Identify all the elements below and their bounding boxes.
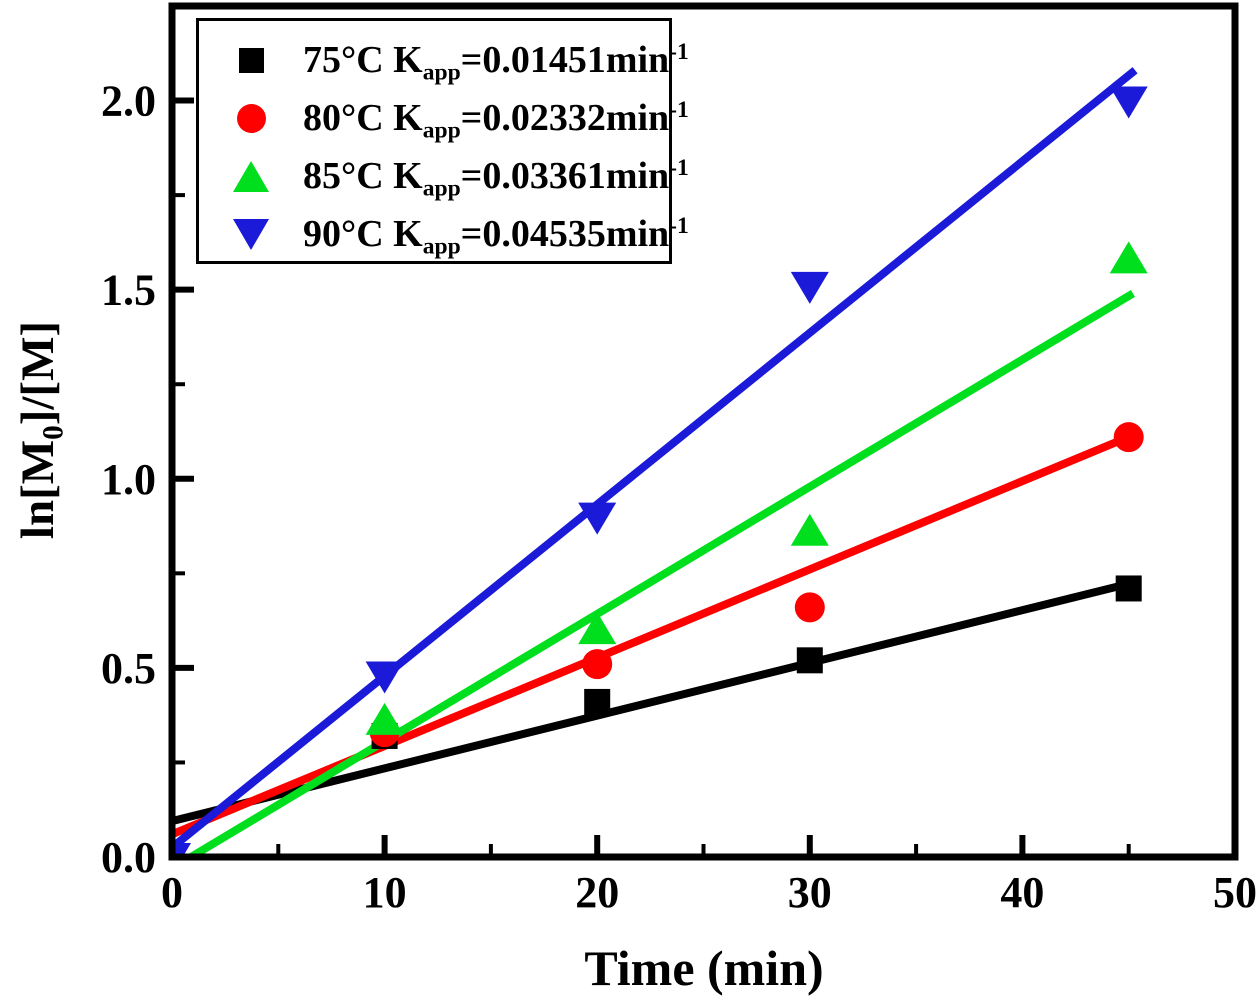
x-tick-label: 50	[1213, 868, 1257, 917]
fit-line-75C	[172, 578, 1134, 825]
legend-label-75C: 75°C Kapp=0.01451min-1	[303, 38, 689, 84]
legend-marker-cell	[199, 218, 303, 250]
fit-line-85C	[183, 290, 1136, 857]
fit-line-80C	[172, 429, 1139, 839]
legend-label-90C: 90°C Kapp=0.04535min-1	[303, 212, 689, 258]
triangle-down-marker-icon	[233, 218, 269, 250]
legend-label-part: app	[422, 175, 461, 202]
data-point-85C	[790, 513, 829, 546]
data-point-90C	[578, 502, 617, 535]
legend-row-75C: 75°C Kapp=0.01451min-1	[199, 31, 689, 89]
legend-label-part: app	[422, 117, 461, 144]
y-tick-label: 1.0	[101, 455, 156, 504]
legend-marker-cell	[199, 160, 303, 192]
data-point-75C	[1115, 575, 1142, 602]
legend-label-part: -1	[669, 155, 689, 182]
legend-label-part: app	[422, 59, 461, 86]
data-point-90C	[365, 661, 404, 694]
x-tick-label: 0	[161, 868, 183, 917]
y-axis-label-pre: ln[M	[12, 439, 64, 540]
legend-marker-cell	[199, 103, 303, 133]
data-point-85C	[365, 702, 404, 735]
legend-label-part: -1	[669, 213, 689, 240]
circle-marker-icon	[236, 103, 266, 133]
legend-label-part: 75°C K	[303, 39, 423, 81]
legend-box: 75°C Kapp=0.01451min-1 80°C Kapp=0.02332m…	[196, 18, 689, 264]
legend-label-part: =0.03361min	[460, 155, 670, 197]
x-tick-label: 10	[363, 868, 407, 917]
triangle-up-marker-icon	[233, 160, 269, 192]
legend-label-part: -1	[669, 39, 689, 66]
data-point-90C	[790, 271, 829, 304]
y-axis-label: ln[M0]/[M]	[11, 320, 69, 540]
y-tick-label: 0.5	[101, 644, 156, 693]
legend-row-85C: 85°C Kapp=0.03361min-1	[199, 147, 689, 205]
legend-row-90C: 90°C Kapp=0.04535min-1	[199, 205, 689, 263]
x-axis-label: Time (min)	[584, 940, 824, 996]
y-tick-label: 1.5	[101, 266, 156, 315]
legend-row-80C: 80°C Kapp=0.02332min-1	[199, 89, 689, 147]
legend-label-part: 90°C K	[303, 213, 423, 255]
legend-marker-cell	[199, 47, 303, 73]
legend-label-part: =0.02332min	[460, 97, 670, 139]
x-tick-label: 30	[788, 868, 832, 917]
y-tick-label: 2.0	[101, 77, 156, 126]
legend-label-part: 80°C K	[303, 97, 423, 139]
square-marker-icon	[238, 47, 264, 73]
legend-label-part: -1	[669, 97, 689, 124]
legend-label-80C: 80°C Kapp=0.02332min-1	[303, 96, 689, 142]
legend-label-part: app	[422, 233, 461, 260]
legend-label-part: 85°C K	[303, 155, 423, 197]
data-point-85C	[578, 612, 617, 645]
x-tick-label: 20	[575, 868, 619, 917]
data-point-75C	[796, 647, 823, 674]
fit-line-90C	[172, 67, 1138, 851]
data-point-75C	[584, 688, 611, 715]
y-axis-label-post: ]/[M]	[12, 320, 64, 426]
data-point-80C	[794, 592, 825, 623]
legend-label-part: =0.01451min	[460, 39, 670, 81]
data-point-80C	[1113, 422, 1144, 453]
legend-label-85C: 85°C Kapp=0.03361min-1	[303, 154, 689, 200]
y-axis-label-sub: 0	[37, 425, 70, 440]
legend-label-part: =0.04535min	[460, 213, 670, 255]
data-point-90C	[1109, 86, 1148, 119]
plot-frame	[168, 2, 1239, 861]
y-tick-label: 0.0	[101, 833, 156, 882]
x-tick-label: 40	[1000, 868, 1044, 917]
data-point-85C	[1109, 241, 1148, 274]
data-point-80C	[582, 649, 613, 680]
